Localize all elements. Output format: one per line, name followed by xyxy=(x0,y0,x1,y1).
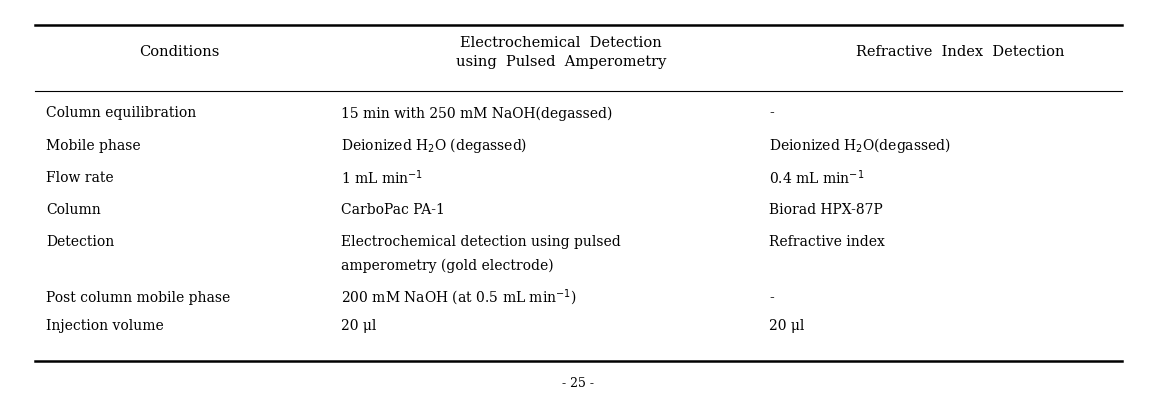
Text: Injection volume: Injection volume xyxy=(46,319,164,332)
Text: 1 mL min$^{-1}$: 1 mL min$^{-1}$ xyxy=(341,168,423,186)
Text: Conditions: Conditions xyxy=(139,45,220,59)
Text: Electrochemical  Detection
using  Pulsed  Amperometry: Electrochemical Detection using Pulsed A… xyxy=(456,35,666,69)
Text: amperometry (gold electrode): amperometry (gold electrode) xyxy=(341,258,554,273)
Text: Refractive  Index  Detection: Refractive Index Detection xyxy=(856,45,1064,59)
Text: Deionized H$_2$O(degassed): Deionized H$_2$O(degassed) xyxy=(769,136,951,155)
Text: 20 μl: 20 μl xyxy=(769,319,805,332)
Text: Column: Column xyxy=(46,203,101,216)
Text: Mobile phase: Mobile phase xyxy=(46,138,141,152)
Text: 0.4 mL min$^{-1}$: 0.4 mL min$^{-1}$ xyxy=(769,168,864,186)
Text: 15 min with 250 mM NaOH(degassed): 15 min with 250 mM NaOH(degassed) xyxy=(341,106,613,120)
Text: Electrochemical detection using pulsed: Electrochemical detection using pulsed xyxy=(341,235,621,248)
Text: - 25 -: - 25 - xyxy=(562,377,595,389)
Text: Refractive index: Refractive index xyxy=(769,235,885,248)
Text: -: - xyxy=(769,106,774,120)
Text: Biorad HPX-87P: Biorad HPX-87P xyxy=(769,203,883,216)
Text: -: - xyxy=(769,291,774,304)
Text: Deionized H$_2$O (degassed): Deionized H$_2$O (degassed) xyxy=(341,136,528,155)
Text: Detection: Detection xyxy=(46,235,115,248)
Text: Flow rate: Flow rate xyxy=(46,170,113,184)
Text: Column equilibration: Column equilibration xyxy=(46,106,197,120)
Text: CarboPac PA-1: CarboPac PA-1 xyxy=(341,203,445,216)
Text: Post column mobile phase: Post column mobile phase xyxy=(46,291,230,304)
Text: 20 μl: 20 μl xyxy=(341,319,377,332)
Text: 200 mM NaOH (at 0.5 mL min$^{-1}$): 200 mM NaOH (at 0.5 mL min$^{-1}$) xyxy=(341,288,577,308)
